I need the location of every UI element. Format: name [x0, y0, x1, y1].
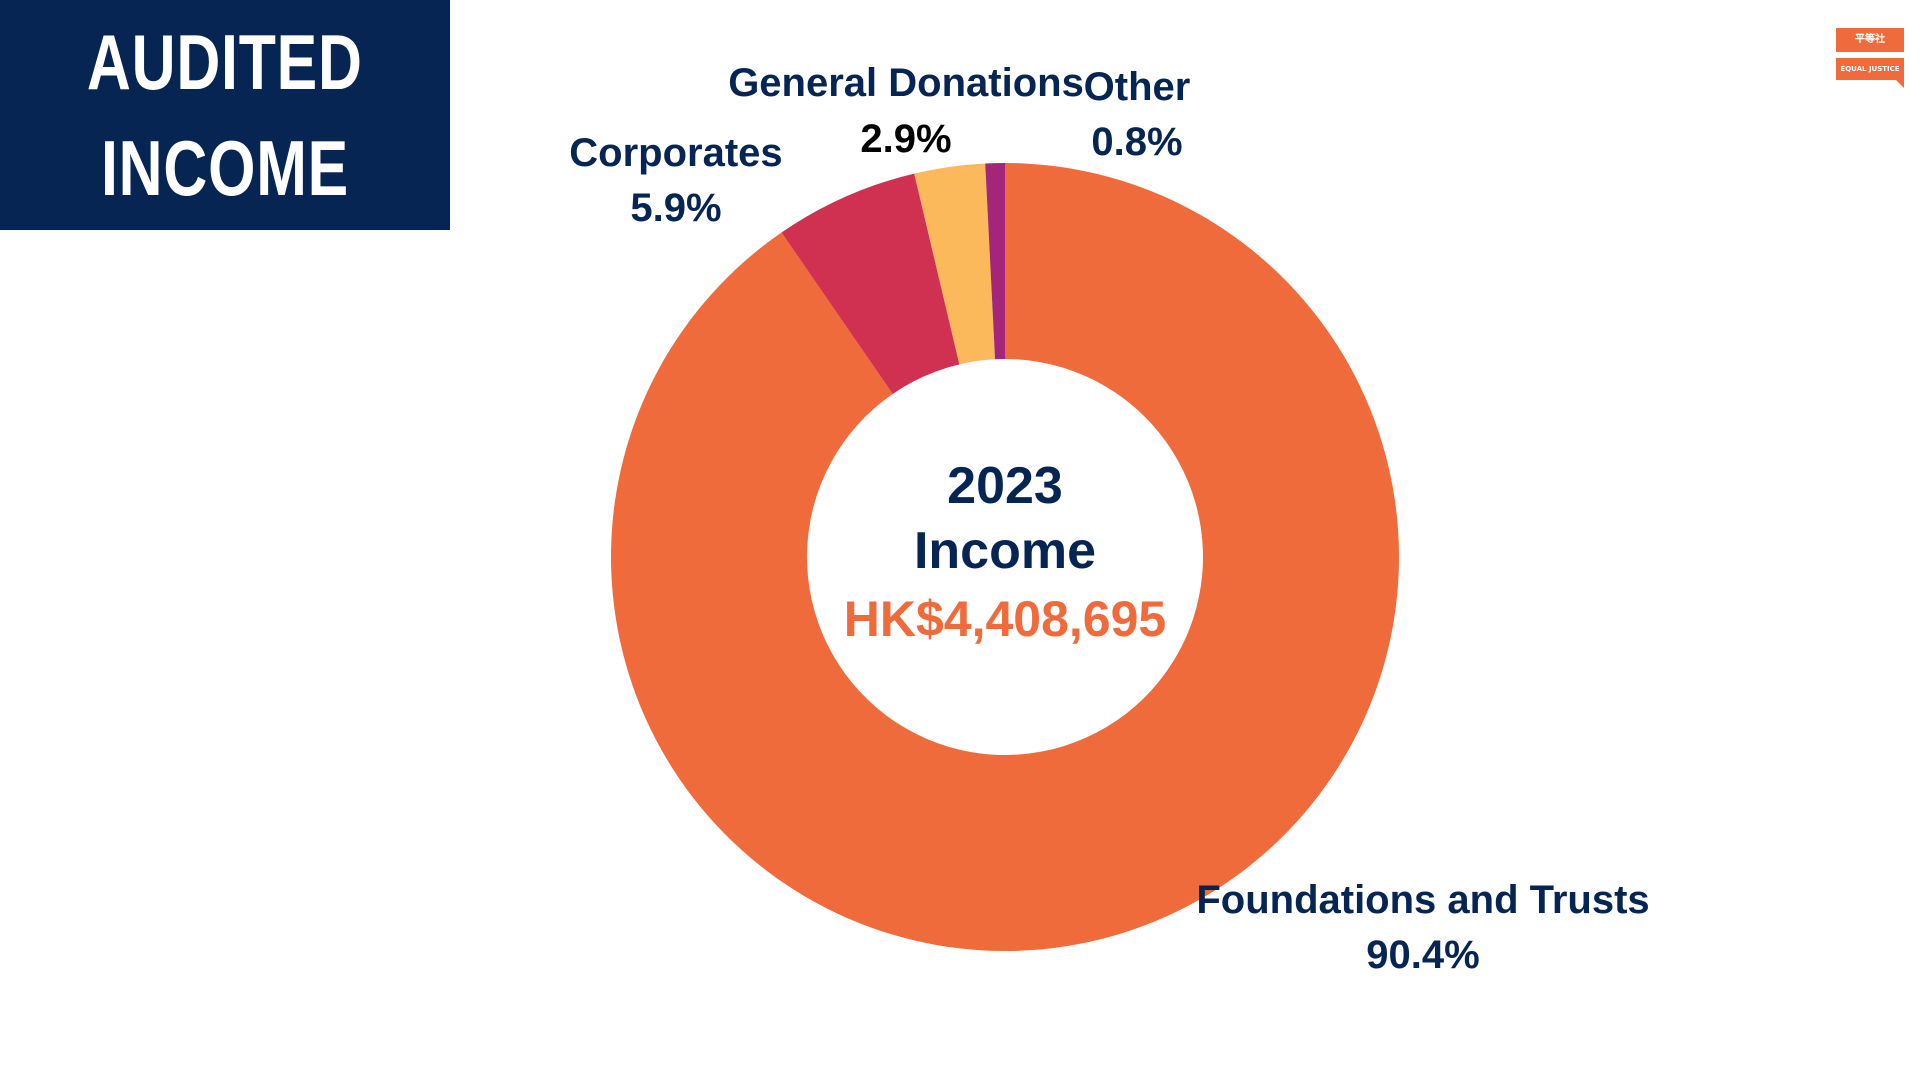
donut-slices — [611, 163, 1400, 952]
logo-english-text: EQUAL JUSTICE — [1836, 58, 1904, 80]
slice-value-foundations: 90.4% — [1366, 933, 1479, 977]
donut-slice-other — [985, 163, 1005, 360]
logo-tail-shape — [1896, 80, 1904, 88]
logo-chinese-text: 平等社 — [1836, 28, 1904, 52]
center-income-label: Income — [914, 522, 1096, 580]
slice-value-corporates: 5.9% — [630, 186, 721, 230]
title-line-1: AUDITED — [87, 18, 363, 106]
donut-slice-foundations-and-trusts — [611, 163, 1400, 952]
slice-label-other: Other — [1084, 65, 1191, 109]
donut-slice-general-donations — [914, 163, 996, 365]
center-year: 2023 — [947, 457, 1063, 515]
slice-value-general-donations: 2.9% — [860, 117, 951, 161]
title-block: AUDITED INCOME — [0, 0, 450, 230]
slice-value-other: 0.8% — [1091, 120, 1182, 164]
center-income-amount: HK$4,408,695 — [844, 591, 1166, 647]
slice-label-foundations: Foundations and Trusts — [1196, 878, 1649, 922]
slice-label-corporates: Corporates — [569, 131, 782, 175]
title-line-2: INCOME — [100, 124, 350, 212]
slice-label-general-donations: General Donations — [728, 61, 1084, 105]
donut-slice-corporates — [781, 173, 960, 394]
equal-justice-logo: 平等社 EQUAL JUSTICE — [1836, 26, 1904, 88]
